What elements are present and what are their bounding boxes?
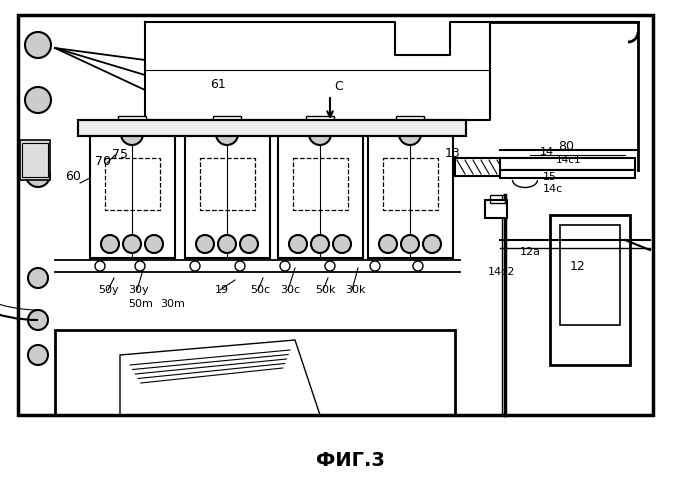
Text: 30c: 30c bbox=[280, 285, 300, 295]
Text: 15: 15 bbox=[543, 172, 557, 182]
Circle shape bbox=[123, 235, 141, 253]
Text: 50c: 50c bbox=[250, 285, 270, 295]
Bar bbox=[550, 215, 630, 365]
Bar bbox=[90, 130, 175, 258]
Text: 70: 70 bbox=[95, 155, 111, 168]
Circle shape bbox=[370, 261, 380, 271]
Text: 12: 12 bbox=[570, 260, 586, 273]
Bar bbox=[306, 116, 334, 132]
Circle shape bbox=[399, 123, 421, 145]
Bar bbox=[20, 140, 50, 180]
Text: 30k: 30k bbox=[345, 285, 365, 295]
Circle shape bbox=[28, 345, 48, 365]
Text: 14: 14 bbox=[540, 147, 554, 157]
Circle shape bbox=[401, 235, 419, 253]
Bar bbox=[560, 225, 620, 325]
Circle shape bbox=[25, 32, 51, 58]
Text: 30m: 30m bbox=[160, 299, 185, 309]
Circle shape bbox=[28, 268, 48, 288]
Circle shape bbox=[145, 235, 163, 253]
Bar bbox=[396, 116, 424, 132]
Circle shape bbox=[28, 310, 48, 330]
Text: 80: 80 bbox=[558, 140, 574, 153]
Circle shape bbox=[190, 261, 200, 271]
Circle shape bbox=[135, 261, 145, 271]
Text: ФИГ.3: ФИГ.3 bbox=[316, 451, 384, 469]
Text: 12a: 12a bbox=[520, 247, 541, 257]
Bar bbox=[293, 158, 348, 210]
Circle shape bbox=[311, 235, 329, 253]
Bar bbox=[78, 120, 466, 136]
Circle shape bbox=[26, 163, 50, 187]
Bar bbox=[78, 120, 466, 136]
Text: 50k: 50k bbox=[315, 285, 335, 295]
Text: 61: 61 bbox=[210, 78, 226, 91]
Bar bbox=[500, 170, 635, 178]
Bar bbox=[22, 143, 48, 177]
Bar bbox=[500, 158, 635, 170]
Bar bbox=[383, 158, 438, 210]
Bar bbox=[105, 158, 160, 210]
Circle shape bbox=[121, 123, 143, 145]
Bar bbox=[368, 130, 453, 258]
Text: 14c2: 14c2 bbox=[488, 267, 515, 277]
Bar bbox=[118, 116, 146, 132]
Circle shape bbox=[25, 87, 51, 113]
Bar bbox=[278, 130, 363, 258]
Circle shape bbox=[240, 235, 258, 253]
Circle shape bbox=[235, 261, 245, 271]
Circle shape bbox=[280, 261, 290, 271]
Text: 75: 75 bbox=[112, 148, 128, 161]
Bar bbox=[485, 200, 507, 218]
Circle shape bbox=[196, 235, 214, 253]
Circle shape bbox=[309, 123, 331, 145]
Text: 13: 13 bbox=[445, 147, 461, 160]
Polygon shape bbox=[120, 340, 320, 415]
Bar bbox=[490, 195, 505, 203]
Circle shape bbox=[101, 235, 119, 253]
Circle shape bbox=[95, 261, 105, 271]
Text: 19: 19 bbox=[215, 285, 229, 295]
Bar bbox=[455, 158, 545, 176]
Text: 50y: 50y bbox=[98, 285, 118, 295]
Text: 50m: 50m bbox=[128, 299, 153, 309]
Circle shape bbox=[423, 235, 441, 253]
Text: 14c: 14c bbox=[543, 184, 564, 194]
Text: 60: 60 bbox=[65, 170, 81, 183]
Bar bbox=[213, 116, 241, 132]
Circle shape bbox=[218, 235, 236, 253]
Bar bbox=[55, 330, 455, 415]
Circle shape bbox=[333, 235, 351, 253]
Circle shape bbox=[379, 235, 397, 253]
Bar bbox=[18, 15, 653, 415]
Bar bbox=[200, 158, 255, 210]
Circle shape bbox=[413, 261, 423, 271]
Circle shape bbox=[216, 123, 238, 145]
Text: 14c1: 14c1 bbox=[556, 155, 582, 165]
Bar bbox=[185, 130, 270, 258]
Circle shape bbox=[325, 261, 335, 271]
Circle shape bbox=[289, 235, 307, 253]
Text: C: C bbox=[334, 80, 343, 93]
Text: 30y: 30y bbox=[128, 285, 148, 295]
